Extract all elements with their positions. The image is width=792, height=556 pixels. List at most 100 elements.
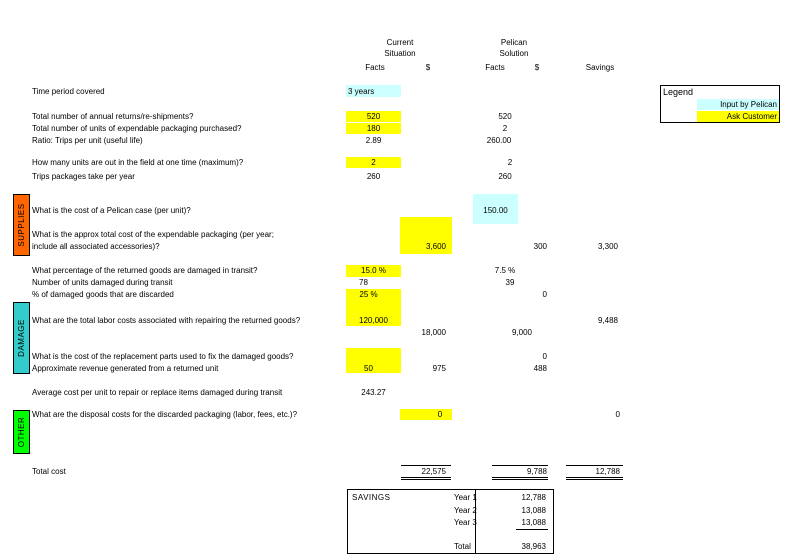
header-pelican-line2: Solution xyxy=(499,49,529,58)
savings-year2-value: 13,088 xyxy=(521,506,546,515)
row-units-damaged-pel-facts: 39 xyxy=(505,278,515,287)
row-pelican-case-label: What is the cost of a Pelican case (per … xyxy=(32,206,191,215)
row-labor-savings: 9,488 xyxy=(597,316,618,325)
section-supplies-label: SUPPLIES xyxy=(16,203,26,247)
row-avg-cost-cur-facts: 243.27 xyxy=(361,388,386,397)
row-pct-discarded-pel-dollar: 0 xyxy=(542,290,547,299)
legend-input-label: Input by Pelican xyxy=(720,100,777,109)
row-labor-cur-facts: 120,000 xyxy=(359,316,388,325)
legend-title: Legend xyxy=(663,87,694,97)
row-pct-damaged-cur-facts: 15.0 % xyxy=(361,266,386,275)
header-pelican-line1: Pelican xyxy=(500,38,528,47)
row-expendable-pel-dollar: 300 xyxy=(533,242,547,251)
cell-expendable-cost[interactable] xyxy=(400,217,452,254)
row-total-cur-dollar: 22,575 xyxy=(421,467,446,476)
row-avg-cost-label: Average cost per unit to repair or repla… xyxy=(32,388,283,397)
row-revenue-pel-dollar: 488 xyxy=(533,364,547,373)
cell-pct-damaged[interactable] xyxy=(346,265,401,277)
savings-box-divider xyxy=(475,489,476,554)
row-revenue-label: Approximate revenue generated from a ret… xyxy=(32,364,219,373)
row-pct-discarded-label: % of damaged goods that are discarded xyxy=(32,290,174,299)
cell-disposal[interactable] xyxy=(400,409,452,420)
savings-year3-value: 13,088 xyxy=(521,518,546,527)
row-annual-returns-cur-facts: 520 xyxy=(366,112,381,121)
savings-year2-label: Year 2 xyxy=(454,506,477,515)
row-expendable-label-2: include all associated accessories)? xyxy=(32,242,160,251)
row-time-period-label: Time period covered xyxy=(32,87,105,96)
row-replacement-label: What is the cost of the replacement part… xyxy=(32,352,294,361)
cell-units-in-field[interactable] xyxy=(346,157,401,168)
legend-swatch-input xyxy=(697,99,779,110)
header-current-line2: Situation xyxy=(384,49,416,58)
row-units-in-field-label: How many units are out in the field at o… xyxy=(32,158,244,167)
row-time-period-cur-facts: 3 years xyxy=(348,87,375,96)
header-facts-current: Facts xyxy=(365,63,385,72)
header-current-line1: Current xyxy=(386,38,414,47)
row-disposal-cur-dollar: 0 xyxy=(437,410,443,419)
legend-box: Legend Input by Pelican Ask Customer xyxy=(660,85,780,123)
row-annual-returns-label: Total number of annual returns/re-shipme… xyxy=(32,112,194,121)
cell-units-purchased[interactable] xyxy=(346,123,401,134)
savings-year3-label: Year 3 xyxy=(454,518,477,527)
savings-title: SAVINGS xyxy=(352,493,391,502)
row-annual-returns-pel-facts: 520 xyxy=(498,112,512,121)
row-trips-pel-facts: 260 xyxy=(498,172,512,181)
row-pelican-case-pel-facts: 150.00 xyxy=(483,206,508,215)
row-ratio-label: Ratio: Trips per unit (useful life) xyxy=(32,136,143,145)
row-units-purchased-pel-facts: 2 xyxy=(502,124,508,133)
cell-annual-returns[interactable] xyxy=(346,111,401,122)
row-pct-discarded-cur-facts: 25 % xyxy=(359,290,378,299)
section-damage-label: DAMAGE xyxy=(16,319,26,357)
total-cur-rule-1 xyxy=(401,477,451,478)
row-revenue-cur-dollar: 975 xyxy=(432,364,446,373)
total-pel-rule-1 xyxy=(492,477,548,478)
row-revenue-cur-facts: 50 xyxy=(364,364,373,373)
section-damage: DAMAGE xyxy=(13,302,30,374)
row-units-in-field-pel-facts: 2 xyxy=(507,158,513,167)
row-units-damaged-cur-facts: 78 xyxy=(359,278,368,287)
total-pel-top-rule xyxy=(492,465,548,466)
cell-time-period[interactable] xyxy=(346,85,401,97)
cell-pelican-case-cost[interactable] xyxy=(473,194,518,224)
section-other-label: OTHER xyxy=(16,416,26,448)
savings-sum-rule xyxy=(516,529,548,530)
row-units-damaged-label: Number of units damaged during transit xyxy=(32,278,173,287)
row-expendable-label-1: What is the approx total cost of the exp… xyxy=(32,230,274,239)
header-facts-pelican: Facts xyxy=(485,63,505,72)
row-ratio-cur-facts: 2.89 xyxy=(365,136,382,145)
header-dollar-pelican: $ xyxy=(534,63,540,72)
total-cur-rule-2 xyxy=(401,479,451,480)
savings-year1-value: 12,788 xyxy=(521,493,546,502)
header-dollar-current: $ xyxy=(425,63,431,72)
cell-pct-discarded-labor[interactable] xyxy=(346,289,401,326)
legend-swatch-ask xyxy=(697,111,779,122)
row-labor-label: What are the total labor costs associate… xyxy=(32,316,301,325)
row-total-pel-dollar: 9,788 xyxy=(526,467,547,476)
savings-summary-box: SAVINGS Year 1 12,788 Year 2 13,088 Year… xyxy=(347,489,554,554)
row-units-purchased-label: Total number of units of expendable pack… xyxy=(32,124,242,133)
row-replacement-pel-dollar: 0 xyxy=(542,352,547,361)
row-ratio-pel-facts: 260.00 xyxy=(486,136,512,145)
total-pel-rule-2 xyxy=(492,479,548,480)
total-cur-top-rule xyxy=(401,465,451,466)
row-total-label: Total cost xyxy=(32,467,66,476)
total-savings-rule-2 xyxy=(566,479,623,480)
savings-total-value: 38,963 xyxy=(521,542,546,551)
section-other: OTHER xyxy=(13,410,30,454)
total-savings-rule-1 xyxy=(566,477,623,478)
row-units-in-field-cur-facts: 2 xyxy=(371,158,376,167)
row-pct-damaged-label: What percentage of the returned goods ar… xyxy=(32,266,258,275)
section-supplies: SUPPLIES xyxy=(13,194,30,256)
row-expendable-cur-dollar: 3,600 xyxy=(425,242,446,251)
row-total-savings: 12,788 xyxy=(595,467,620,476)
header-savings: Savings xyxy=(585,63,615,72)
savings-year1-label: Year 1 xyxy=(454,493,477,502)
total-savings-top-rule xyxy=(566,465,623,466)
cell-replacement-revenue[interactable] xyxy=(346,348,401,373)
savings-total-label: Total xyxy=(454,542,471,551)
row-disposal-label: What are the disposal costs for the disc… xyxy=(32,410,298,419)
row-pct-damaged-pel-facts: 7.5 % xyxy=(494,266,516,275)
row-disposal-savings: 0 xyxy=(615,410,620,419)
row-labor-cur-dollar: 18,000 xyxy=(421,328,446,337)
row-units-purchased-cur-facts: 180 xyxy=(366,124,381,133)
